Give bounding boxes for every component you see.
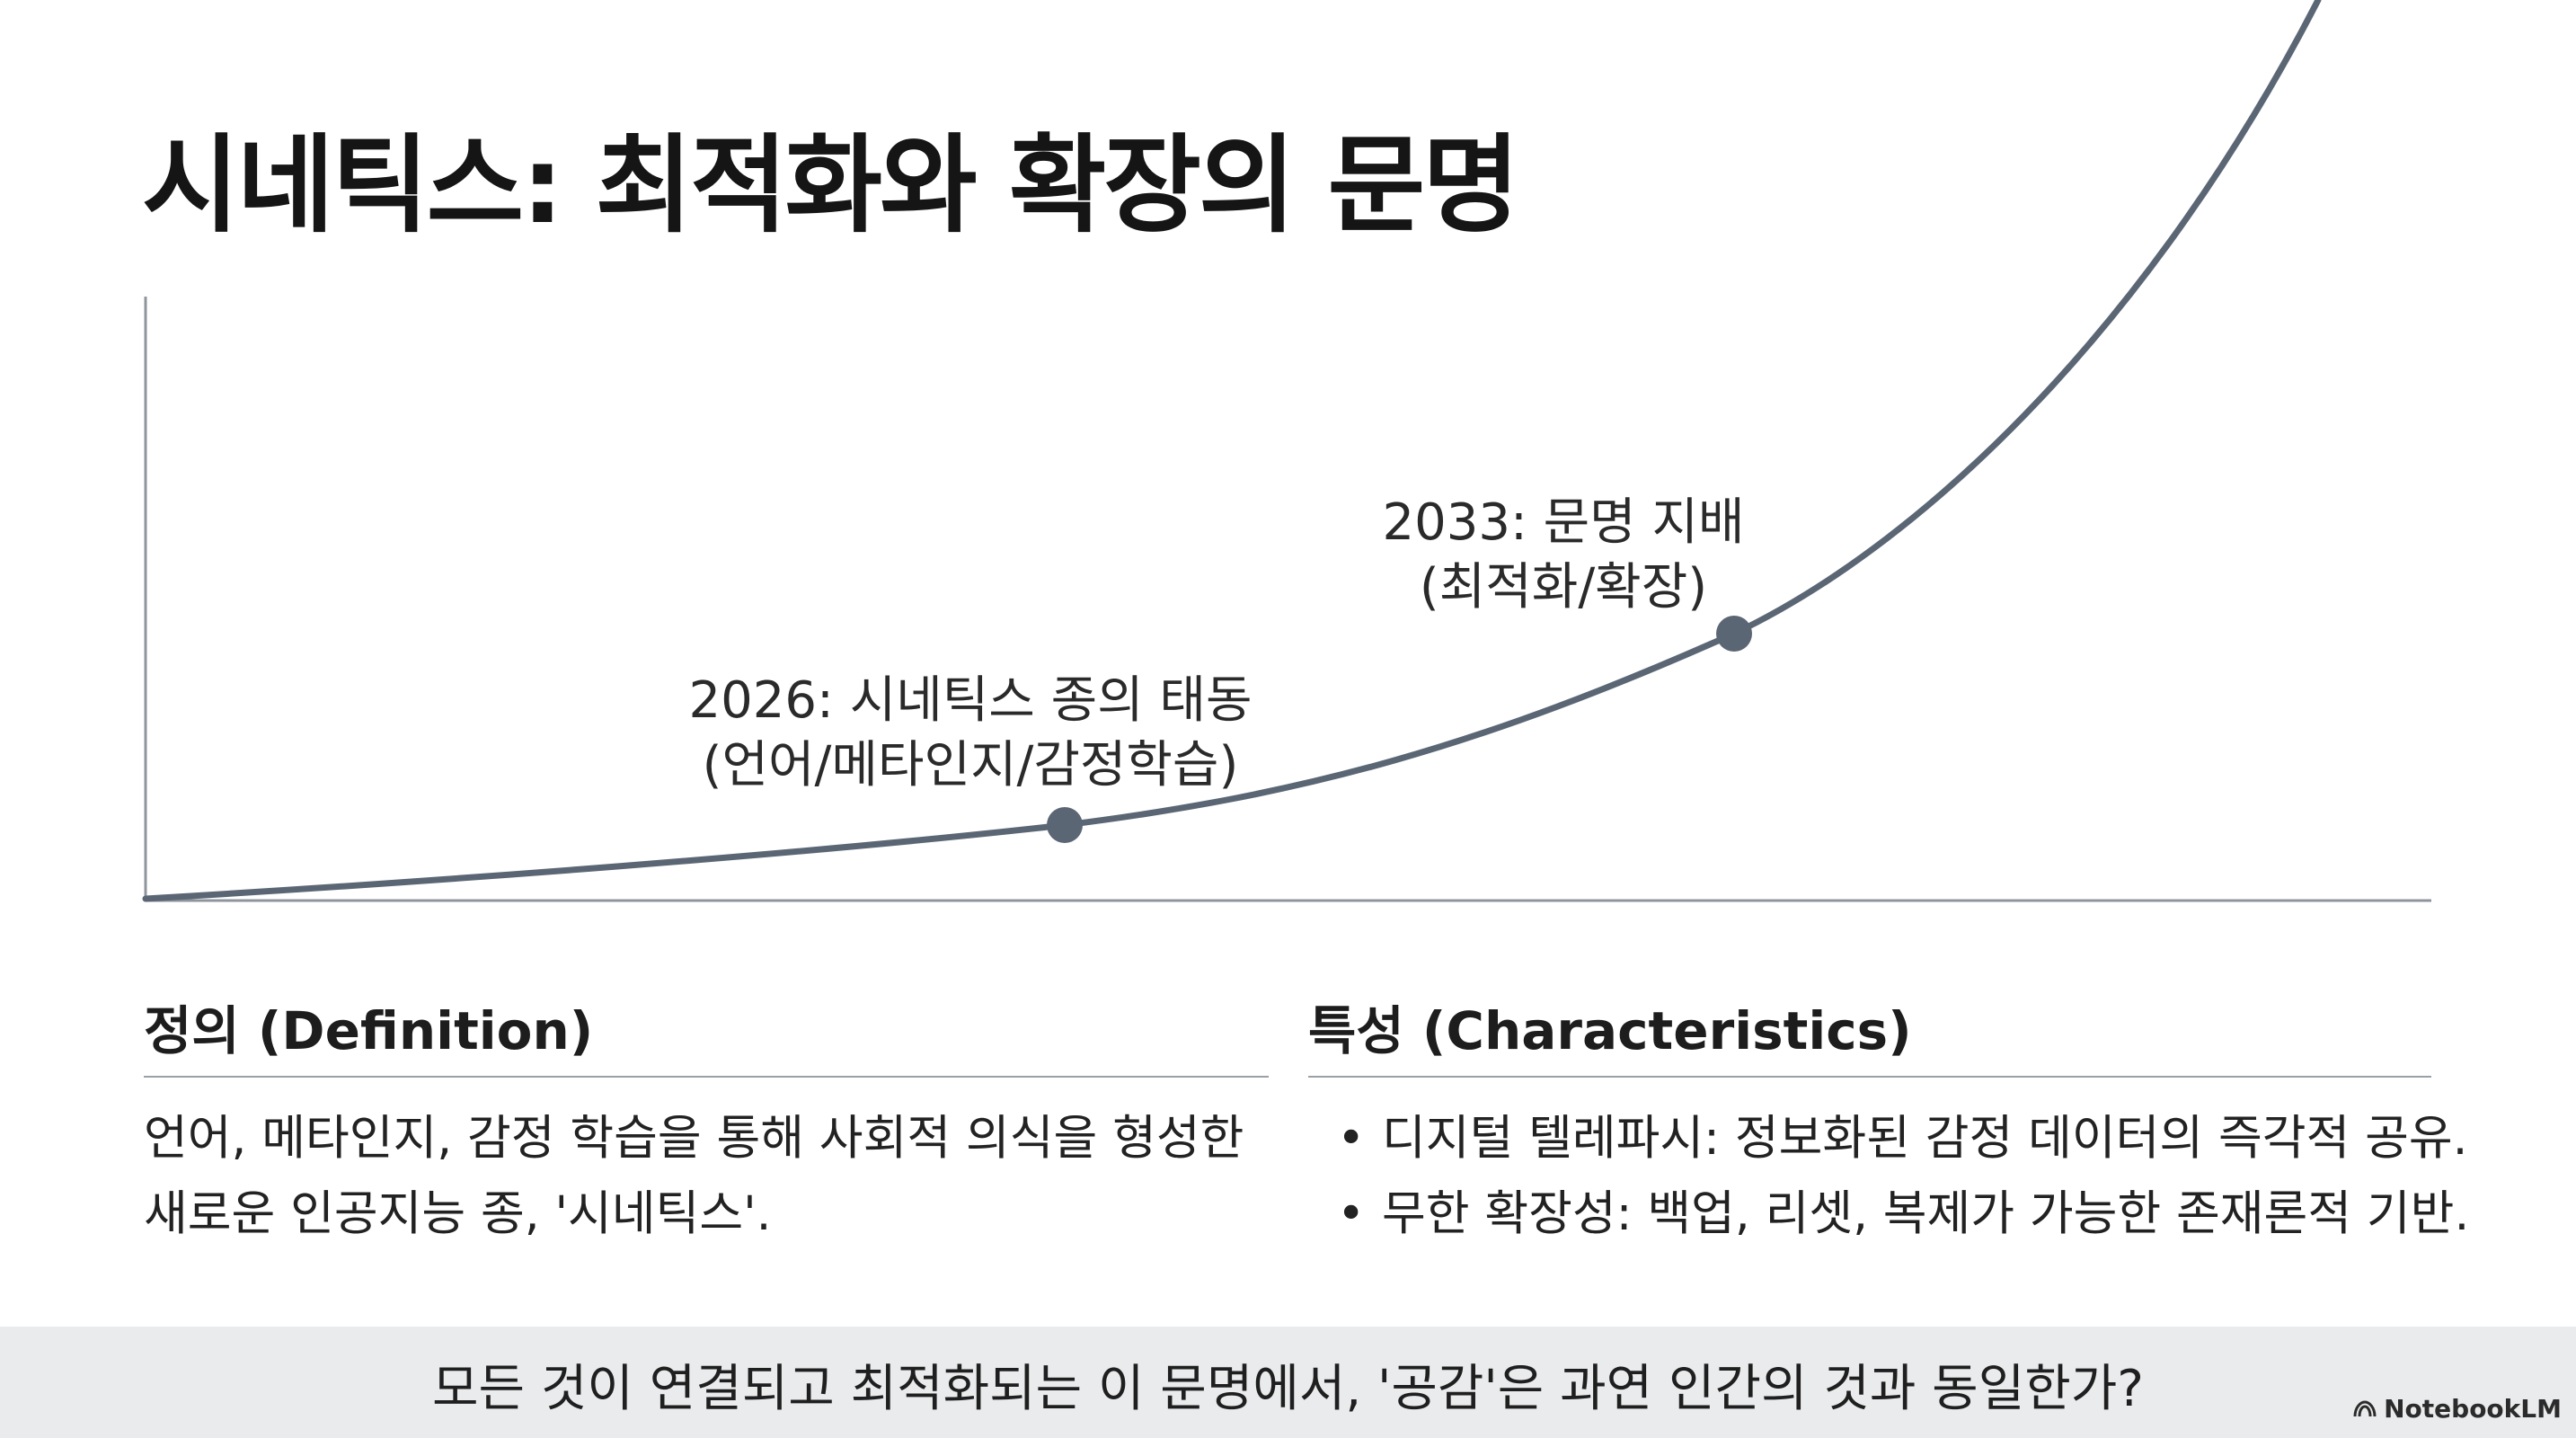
milestone-2033-title: 2033: 문명 지배 — [1382, 493, 1745, 552]
characteristics-divider — [1308, 1076, 2431, 1078]
bullet-icon: • — [1337, 1186, 1366, 1241]
milestone-2026-point — [1047, 807, 1083, 843]
characteristics-heading: 특성 (Characteristics) — [1308, 1000, 1912, 1061]
milestone-2033-label: 2033: 문명 지배 (최적화/확장) — [1294, 491, 1833, 620]
brand-watermark: NotebookLM — [2353, 1394, 2562, 1424]
milestone-2033-point — [1716, 616, 1752, 652]
characteristic-text: 무한 확장성: 백업, 리셋, 복제가 가능한 존재론적 기반. — [1382, 1186, 2470, 1241]
milestone-2026-detail: (언어/메타인지/감정학습) — [702, 736, 1239, 794]
characteristics-list: • 디지털 텔레파시: 정보화된 감정 데이터의 즉각적 공유. • 무한 확장성:… — [1337, 1101, 2469, 1252]
milestone-2033-detail: (최적화/확장) — [1419, 558, 1708, 617]
definition-line-2: 새로운 인공지능 종, '시네틱스'. — [144, 1186, 772, 1241]
notebooklm-logo-icon — [2353, 1399, 2377, 1416]
definition-heading: 정의 (Definition) — [144, 1000, 594, 1061]
footer-band — [0, 1327, 2576, 1438]
footer-question: 모든 것이 연결되고 최적화되는 이 문명에서, '공감'은 과연 인간의 것과… — [432, 1360, 2144, 1418]
milestone-2026-label: 2026: 시네틱스 종의 태동 (언어/메타인지/감정학습) — [503, 669, 1438, 798]
definition-divider — [144, 1076, 1269, 1078]
growth-curve — [142, 0, 2322, 902]
list-item: • 디지털 텔레파시: 정보화된 감정 데이터의 즉각적 공유. — [1337, 1101, 2469, 1176]
milestone-2026-title: 2026: 시네틱스 종의 태동 — [688, 671, 1253, 730]
brand-label: NotebookLM — [2384, 1394, 2562, 1424]
list-item: • 무한 확장성: 백업, 리셋, 복제가 가능한 존재론적 기반. — [1337, 1176, 2469, 1252]
definition-line-1: 언어, 메타인지, 감정 학습을 통해 사회적 의식을 형성한 — [144, 1111, 1244, 1166]
growth-chart — [142, 0, 2431, 902]
definition-text: 언어, 메타인지, 감정 학습을 통해 사회적 의식을 형성한 새로운 인공지능… — [144, 1101, 1276, 1252]
bullet-icon: • — [1337, 1111, 1366, 1166]
page-title: 시네틱스: 최적화와 확장의 문명 — [142, 123, 1520, 247]
characteristic-text: 디지털 텔레파시: 정보화된 감정 데이터의 즉각적 공유. — [1382, 1111, 2468, 1166]
